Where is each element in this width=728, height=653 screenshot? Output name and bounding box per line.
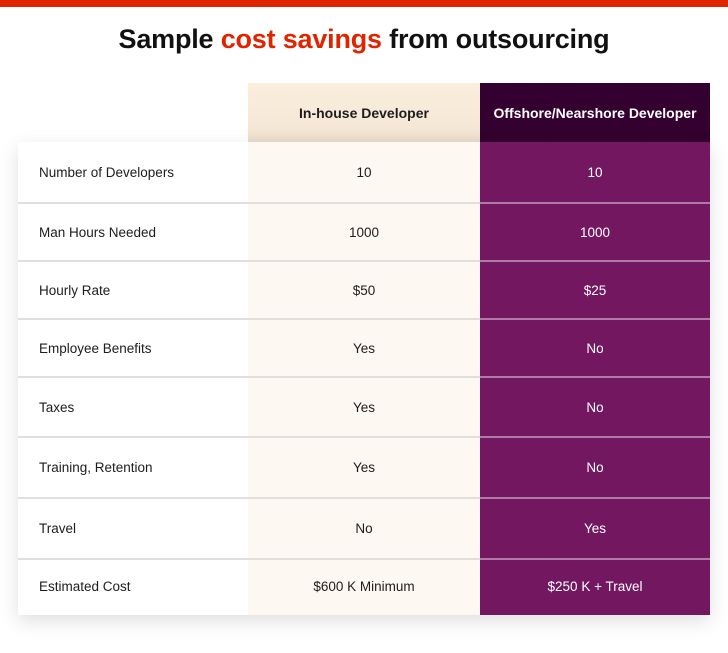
- table-row: Travel No Yes: [18, 499, 710, 558]
- inhouse-value: 10: [356, 164, 372, 180]
- table-row: Hourly Rate $50 $25: [18, 262, 710, 318]
- row-label: Estimated Cost: [39, 578, 131, 594]
- column-header-offshore: Offshore/Nearshore Developer: [480, 83, 710, 142]
- inhouse-value: $50: [352, 282, 376, 298]
- offshore-value: No: [586, 340, 604, 356]
- inhouse-column-bg: [248, 142, 480, 615]
- offshore-value: Yes: [583, 521, 607, 536]
- row-divider: [18, 376, 710, 378]
- inhouse-value: Yes: [352, 340, 376, 356]
- row-label: Man Hours Needed: [39, 224, 157, 240]
- page-title: Sample cost savings from outsourcing: [0, 24, 728, 55]
- table-row: Employee Benefits Yes No: [18, 320, 710, 376]
- row-divider: [18, 558, 710, 560]
- row-divider: [18, 260, 710, 262]
- title-accent: cost savings: [220, 24, 382, 54]
- offshore-value: $25: [583, 282, 607, 298]
- row-label: Employee Benefits: [39, 340, 152, 356]
- row-divider: [18, 318, 710, 320]
- table-row: Number of Developers 10 10: [18, 142, 710, 202]
- row-divider: [18, 202, 710, 204]
- top-accent-bar: [0, 0, 728, 7]
- row-label: Taxes: [39, 399, 75, 415]
- row-label: Hourly Rate: [39, 282, 111, 298]
- row-label: Travel: [39, 521, 77, 536]
- row-divider: [18, 436, 710, 438]
- inhouse-value: 1000: [348, 224, 380, 240]
- table-row: Man Hours Needed 1000 1000: [18, 204, 710, 260]
- inhouse-value: Yes: [352, 399, 376, 415]
- inhouse-value: $600 K Minimum: [313, 578, 415, 594]
- row-label: Number of Developers: [39, 164, 175, 180]
- offshore-value: No: [586, 460, 604, 475]
- offshore-value: $250 K + Travel: [547, 578, 643, 594]
- table-row: Estimated Cost $600 K Minimum $250 K + T…: [18, 560, 710, 612]
- offshore-value: 1000: [579, 224, 611, 240]
- offshore-value: No: [586, 399, 604, 415]
- offshore-column-bg: [480, 142, 710, 615]
- inhouse-value: No: [355, 521, 373, 536]
- inhouse-value: Yes: [352, 460, 376, 475]
- offshore-value: 10: [587, 164, 603, 180]
- title-suffix: from outsourcing: [381, 24, 610, 54]
- table-row: Training, Retention Yes No: [18, 438, 710, 497]
- table-row: Taxes Yes No: [18, 378, 710, 436]
- column-header-inhouse: In-house Developer: [248, 83, 480, 142]
- row-divider: [18, 497, 710, 499]
- comparison-table: Number of Developers 10 10 Man Hours Nee…: [18, 142, 710, 615]
- title-prefix: Sample: [118, 24, 221, 54]
- row-label: Training, Retention: [39, 460, 153, 475]
